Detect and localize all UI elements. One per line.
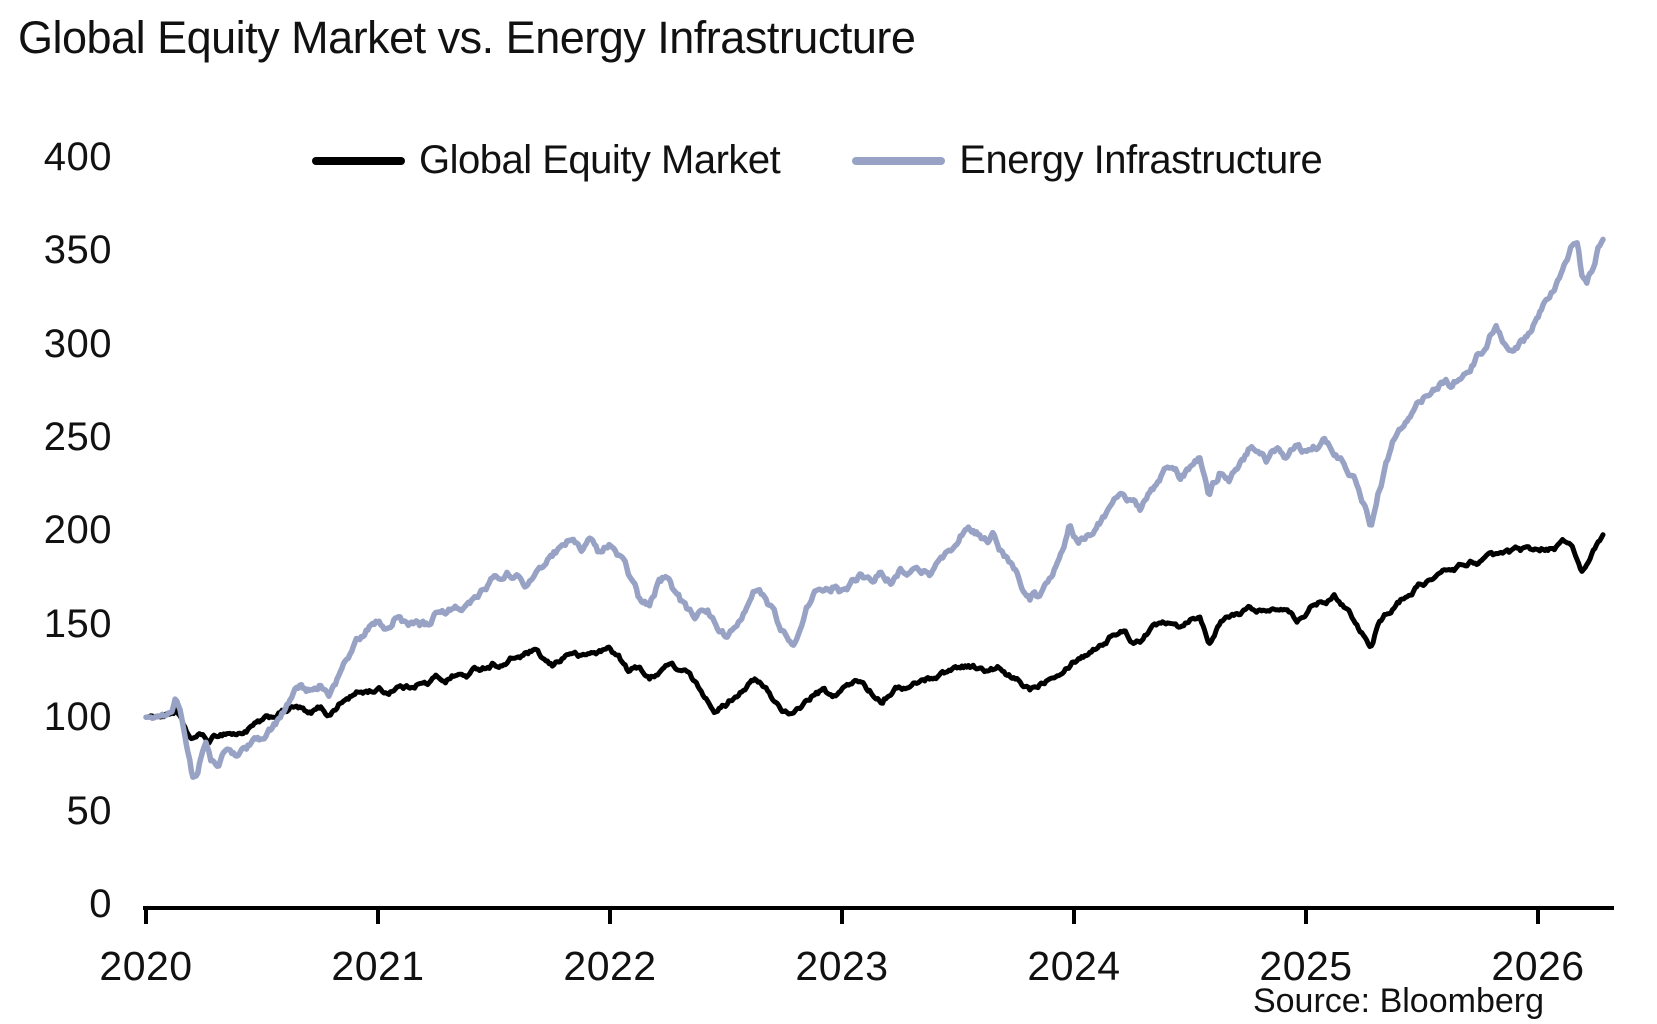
x-tick-label-2021: 2021	[331, 943, 425, 989]
y-tick-label-150: 150	[43, 601, 112, 646]
equity-line	[143, 532, 1606, 746]
legend-label-energy: Energy Infrastructure	[959, 138, 1323, 182]
y-tick-label-400: 400	[43, 134, 112, 179]
legend-item-equity: Global Equity Market	[312, 138, 781, 183]
legend-swatch-equity	[312, 156, 405, 165]
legend-swatch-energy	[852, 156, 946, 165]
y-tick-label-350: 350	[43, 228, 112, 273]
energy-line	[143, 236, 1606, 780]
source-credit: Source: Bloomberg	[1252, 982, 1544, 1020]
y-tick-label-300: 300	[43, 321, 112, 366]
y-tick-label-0: 0	[89, 882, 112, 926]
y-tick-label-100: 100	[43, 695, 112, 740]
x-tick-label-2022: 2022	[563, 943, 657, 989]
y-tick-label-50: 50	[66, 788, 112, 833]
x-axis	[143, 906, 1614, 924]
x-tick-label-2025: 2025	[1259, 943, 1353, 989]
y-tick-label-250: 250	[43, 415, 112, 459]
chart-title: Global Equity Market vs. Energy Infrastr…	[18, 12, 916, 63]
y-tick-label-200: 200	[43, 508, 112, 553]
x-tick-label-2023: 2023	[795, 943, 889, 989]
x-tick-label-2020: 2020	[99, 943, 193, 989]
legend-item-energy: Energy Infrastructure	[852, 138, 1323, 183]
x-tick-label-2024: 2024	[1027, 943, 1121, 989]
x-tick-label-2026: 2026	[1491, 943, 1585, 989]
legend-label-equity: Global Equity Market	[419, 138, 781, 182]
legend: Global Equity Market Energy Infrastructur…	[312, 138, 1323, 183]
